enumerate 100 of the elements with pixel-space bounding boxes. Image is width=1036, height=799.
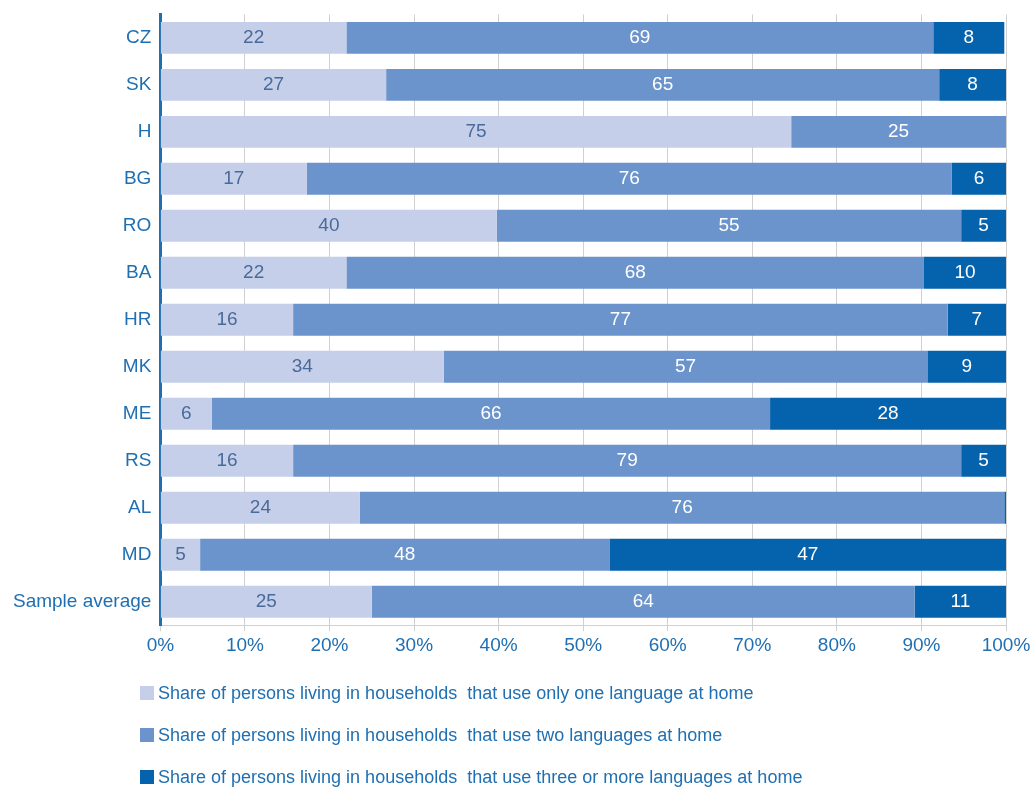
y-tick-label: RO (122, 214, 152, 236)
bar (443, 350, 928, 383)
data-label: 25 (888, 120, 910, 142)
data-label: 68 (624, 261, 646, 283)
data-label: 65 (652, 73, 674, 95)
y-tick-label: Sample average (12, 589, 152, 611)
bar (346, 256, 924, 289)
data-label: 34 (291, 355, 314, 377)
bar (160, 209, 497, 242)
bar (791, 115, 1006, 148)
bar (160, 444, 294, 477)
y-tick-label: BA (126, 261, 152, 283)
data-label: 24 (249, 495, 272, 517)
data-label: 27 (262, 73, 285, 95)
x-tick-label: 0% (146, 633, 175, 655)
data-label: 55 (718, 214, 740, 236)
data-label: 5 (175, 542, 186, 564)
data-label: 16 (216, 308, 238, 330)
y-tick-label: SK (126, 73, 152, 95)
y-tick-label: H (137, 120, 152, 142)
bar (160, 397, 212, 430)
bar (160, 350, 444, 383)
bar (496, 209, 962, 242)
bar (770, 397, 1006, 430)
data-label: 6 (181, 402, 192, 423)
data-label: 48 (394, 542, 416, 564)
data-label: 64 (632, 589, 655, 611)
bar (951, 162, 1006, 195)
bar (160, 538, 201, 571)
y-tick-label: AL (128, 495, 152, 517)
x-tick-label: 40% (479, 633, 518, 655)
bar (927, 350, 1006, 383)
data-label: 77 (609, 308, 631, 330)
bar (160, 491, 360, 524)
bar (961, 209, 1006, 242)
bar (200, 538, 610, 571)
bar (160, 585, 372, 618)
data-label: 22 (243, 261, 265, 283)
bar (160, 162, 307, 195)
data-label: 28 (877, 402, 899, 423)
data-label: 6 (973, 167, 985, 189)
y-tick-label: HR (123, 308, 152, 330)
data-label: 7 (971, 308, 983, 330)
y-tick-label: MK (122, 355, 152, 377)
data-label: 5 (978, 214, 989, 236)
x-tick-label: 10% (225, 633, 265, 655)
data-label: 16 (216, 448, 238, 470)
bar (306, 162, 952, 195)
data-label: 11 (950, 589, 971, 611)
data-label: 47 (797, 542, 819, 564)
bar (359, 491, 1005, 524)
data-label: 8 (967, 73, 978, 95)
bar (160, 303, 294, 336)
data-label: 79 (616, 448, 638, 470)
data-label: 25 (255, 589, 277, 611)
x-tick-label: 60% (648, 633, 687, 655)
bar (160, 115, 792, 148)
x-tick-label: 30% (395, 633, 434, 655)
data-label: 40 (318, 214, 340, 236)
data-label: 66 (480, 402, 502, 423)
data-label: 10 (954, 261, 976, 283)
y-tick-label: BG (123, 167, 152, 189)
data-label: 22 (243, 26, 265, 48)
bar (293, 444, 962, 477)
legend-label: Share of persons living in households that use only one language at home (158, 682, 754, 704)
data-label: 57 (674, 355, 697, 377)
bar (346, 21, 934, 54)
bar (961, 444, 1006, 477)
data-label: 76 (671, 495, 693, 517)
y-tick-label: MD (121, 542, 152, 564)
bar (160, 256, 347, 289)
data-label: 76 (618, 167, 640, 189)
bar (386, 68, 940, 101)
bar (923, 256, 1006, 289)
data-label: 5 (978, 448, 989, 470)
y-tick-label: CZ (126, 26, 152, 48)
data-label: 8 (963, 26, 975, 48)
y-tick-label: RS (124, 448, 152, 470)
bar (609, 538, 1006, 571)
bar (947, 303, 1006, 336)
data-label: 75 (465, 120, 487, 142)
x-tick-label: 20% (310, 633, 349, 655)
bar (939, 68, 1006, 101)
bar (293, 303, 948, 336)
bar (211, 397, 771, 430)
data-label: 9 (961, 355, 972, 377)
bar (160, 21, 347, 54)
legend-label: Share of persons living in households that use two languages at home (158, 724, 723, 746)
legend-label: Share of persons living in households that use three or more languages at home (158, 766, 803, 788)
y-tick-label: ME (122, 402, 152, 423)
bar (371, 585, 915, 618)
x-tick-label: 100% (981, 633, 1031, 655)
x-tick-label: 90% (902, 633, 941, 655)
x-tick-label: 50% (564, 633, 603, 655)
data-label: 69 (629, 26, 651, 48)
x-tick-label: 70% (733, 633, 772, 655)
bar (160, 68, 387, 101)
bar (914, 585, 1006, 618)
x-tick-label: 80% (817, 633, 856, 655)
bar (933, 21, 1005, 54)
